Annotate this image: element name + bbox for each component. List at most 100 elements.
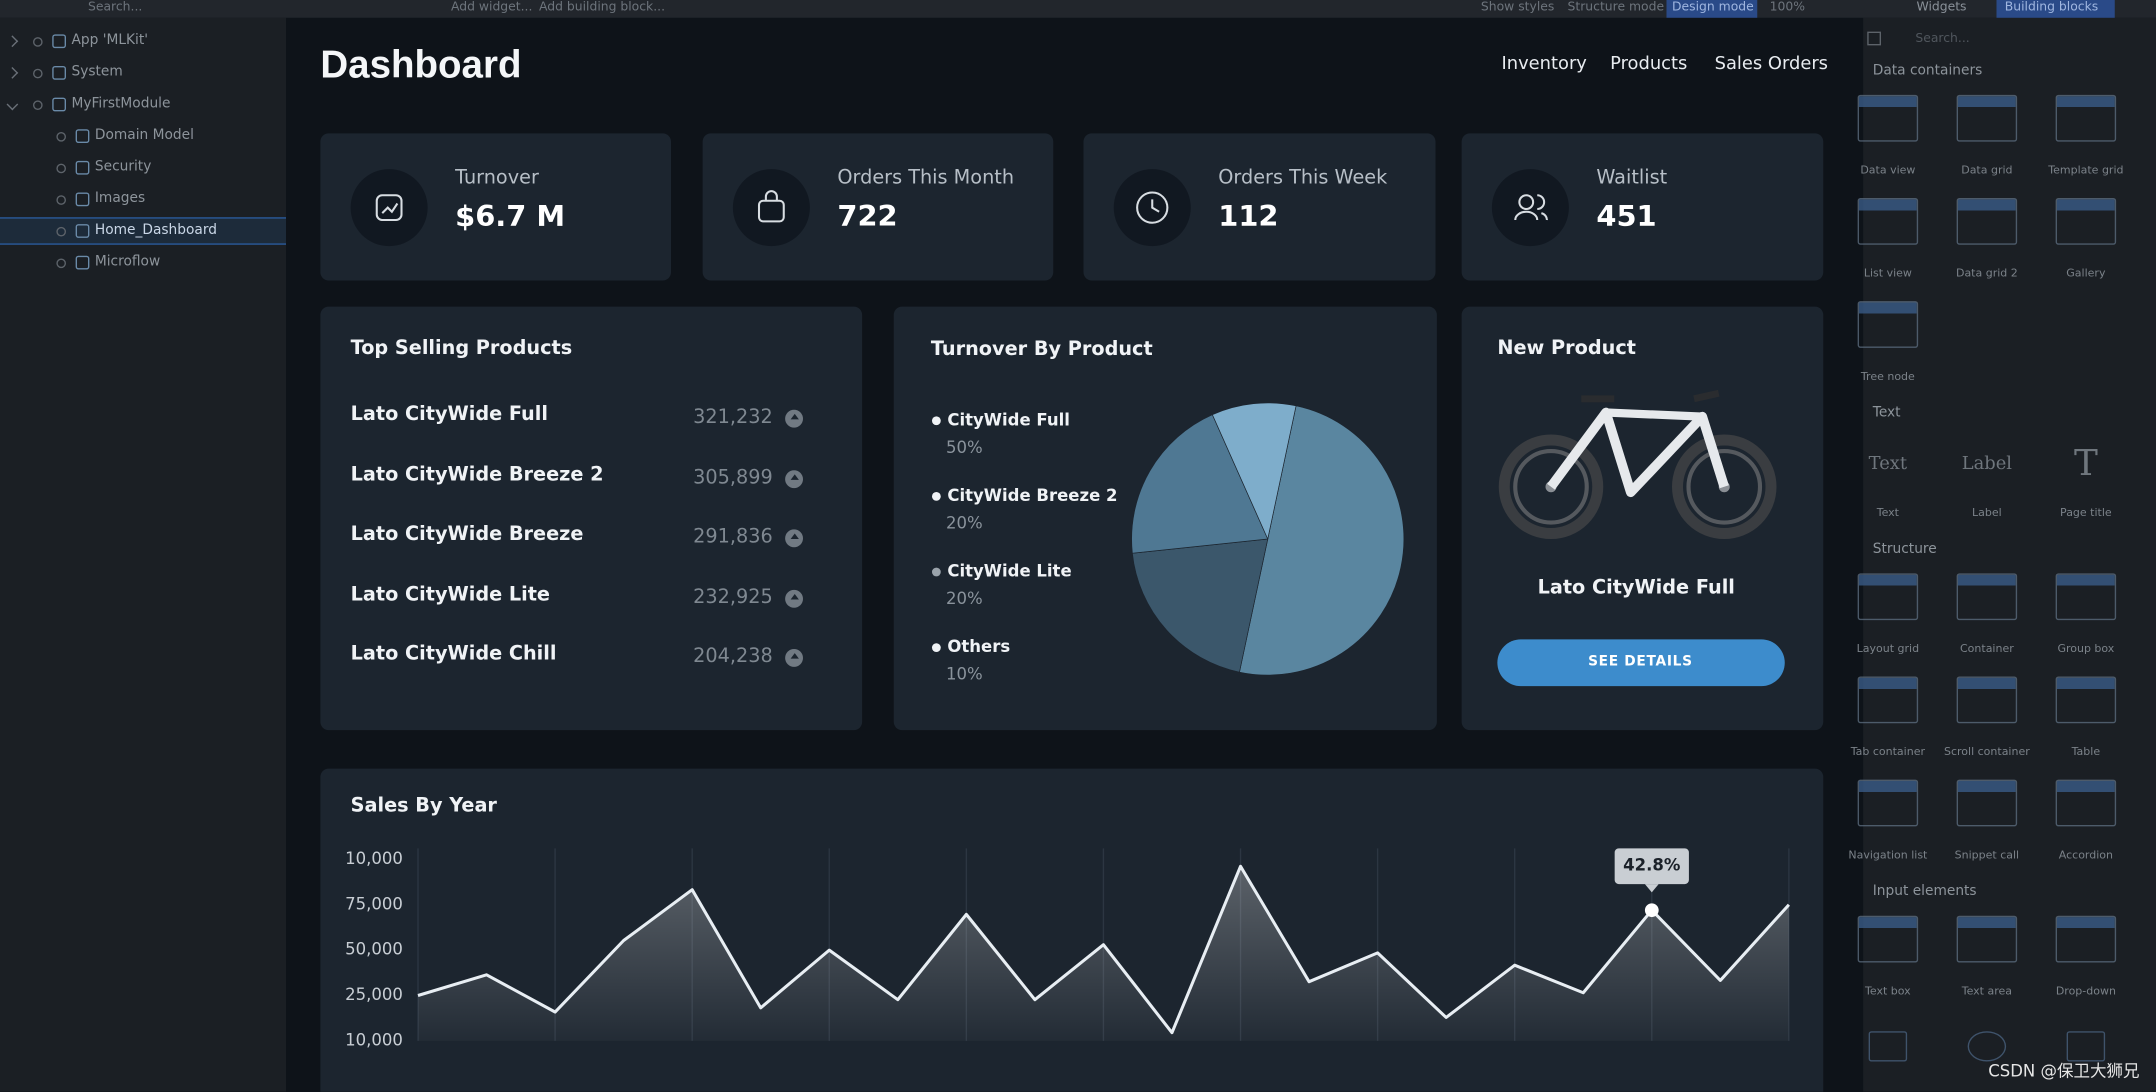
widget-icon[interactable]	[1857, 573, 1919, 621]
nav-link[interactable]: Inventory	[1501, 53, 1587, 75]
add-building-block[interactable]: Add building block...	[539, 0, 666, 15]
trend-arrow	[789, 413, 799, 420]
product-name[interactable]: Lato CityWide Breeze 2	[350, 463, 604, 486]
widget-icon[interactable]	[1956, 198, 2018, 245]
tree-dot	[33, 37, 43, 47]
product-name[interactable]: Lato CityWide Chill	[350, 642, 557, 665]
widget-icon[interactable]	[1956, 915, 2018, 963]
widget-label[interactable]: Drop-down	[2055, 984, 2116, 998]
widget-icon[interactable]	[1956, 94, 2018, 142]
widget-icon[interactable]	[1857, 779, 1919, 827]
kpi-icon	[757, 190, 785, 223]
widget-label[interactable]: Gallery	[2066, 267, 2106, 280]
widget-label[interactable]: Template grid	[2048, 163, 2124, 177]
tree-icon	[75, 224, 90, 238]
widget-label[interactable]: Page title	[2060, 506, 2112, 519]
see-details-button[interactable]	[1497, 639, 1785, 687]
widget-label[interactable]: Accordion	[2058, 848, 2113, 862]
product-name[interactable]: Lato CityWide Full	[350, 403, 548, 426]
widget-icon[interactable]	[2055, 676, 2117, 724]
widget-glyph[interactable]: T	[2073, 443, 2098, 485]
product-sales: 204,238	[693, 645, 773, 668]
kpi-label: Waitlist	[1596, 167, 1668, 190]
widget-icon[interactable]	[1857, 915, 1919, 963]
widget-label[interactable]: Text box	[1865, 984, 1911, 998]
widget-icon[interactable]	[1857, 301, 1919, 348]
structure-mode[interactable]: Structure mode	[1567, 0, 1665, 15]
widget-glyph[interactable]: Label	[1961, 454, 2013, 475]
tree-item[interactable]: Microflow	[94, 254, 161, 270]
widget-icon[interactable]	[1956, 676, 2018, 724]
selected-row	[0, 217, 286, 245]
widget-label[interactable]: Snippet call	[1954, 848, 2020, 862]
widget-label[interactable]: Container	[1959, 642, 2014, 655]
widget-glyph[interactable]: Text	[1868, 454, 1908, 475]
widget-label[interactable]: Data grid	[1961, 163, 2013, 177]
product-name[interactable]: Lato CityWide Breeze	[350, 523, 584, 546]
tree-dot	[56, 258, 66, 269]
design-mode[interactable]: Design mode	[1672, 0, 1754, 15]
kpi-label: Orders This Month	[837, 167, 1015, 190]
widget-icon[interactable]	[2066, 1031, 2106, 1062]
widget-label[interactable]: Tree node	[1860, 370, 1915, 383]
group-title: Data containers	[1872, 63, 1983, 79]
kpi-value: 112	[1218, 199, 1279, 233]
widget-icon[interactable]	[2055, 198, 2117, 245]
tree-item[interactable]: Images	[94, 191, 146, 207]
widget-icon[interactable]	[1857, 94, 1919, 142]
show-styles[interactable]: Show styles	[1480, 0, 1555, 15]
pie-card	[893, 306, 1437, 731]
icon-shape	[1514, 194, 1548, 221]
widget-icon[interactable]	[1956, 573, 2018, 621]
nav-link[interactable]: Products	[1610, 53, 1688, 75]
widget-label[interactable]: Scroll container	[1943, 745, 2030, 758]
product-name[interactable]: Lato CityWide Lite	[350, 583, 550, 606]
product-sales: 305,899	[693, 466, 773, 489]
widget-icon[interactable]	[2055, 573, 2117, 621]
watermark: CSDN @保卫大狮兄	[1988, 1061, 2140, 1081]
tab-active-bg	[1996, 0, 2115, 18]
widget-icon[interactable]	[2055, 94, 2117, 142]
widget-icon[interactable]	[1857, 676, 1919, 724]
tree-item[interactable]: Home_Dashboard	[94, 222, 217, 238]
widget-label[interactable]: Navigation list	[1848, 848, 1928, 862]
widget-label[interactable]: Layout grid	[1856, 642, 1920, 655]
widget-icon[interactable]	[1967, 1031, 2007, 1062]
panel-tab[interactable]: Widgets	[1916, 0, 1967, 15]
widget-label[interactable]: List view	[1863, 267, 1912, 280]
trend-arrow	[789, 533, 799, 539]
widget-label[interactable]: Data grid 2	[1955, 267, 2018, 280]
tree-icon	[75, 160, 90, 175]
widget-label[interactable]: Group box	[2057, 642, 2115, 655]
widget-label[interactable]: Data view	[1860, 163, 1916, 177]
widget-icon[interactable]	[1868, 1031, 1908, 1062]
add-widget[interactable]: Add widget...	[451, 0, 533, 15]
tree-item[interactable]: System	[71, 64, 123, 80]
zoom[interactable]: 100%	[1769, 0, 1806, 15]
nav-link[interactable]: Sales Orders	[1714, 53, 1828, 75]
widget-label[interactable]: Label	[1972, 506, 2002, 519]
icon-shape	[764, 190, 778, 201]
tree-item[interactable]: App 'MLKit'	[71, 33, 149, 49]
kpi-value: 451	[1596, 199, 1657, 233]
tree-item[interactable]: Domain Model	[94, 127, 194, 143]
widget-label[interactable]: Table	[2071, 745, 2101, 758]
tree-item[interactable]: MyFirstModule	[71, 96, 171, 112]
kpi-icon	[1514, 194, 1548, 221]
tree-item[interactable]: Security	[94, 159, 152, 175]
widget-icon[interactable]	[1857, 198, 1919, 245]
tree-icon	[75, 192, 90, 207]
widget-icon[interactable]	[2055, 779, 2117, 827]
widget-label[interactable]: Text area	[1961, 984, 2013, 998]
panel-tab[interactable]: Building blocks	[2004, 0, 2099, 15]
tree-icon	[52, 97, 66, 112]
kpi-icon	[375, 194, 403, 222]
widget-icon[interactable]	[1956, 779, 2018, 827]
button-label[interactable]: SEE DETAILS	[1588, 654, 1693, 670]
product-title: Lato CityWide Full	[1537, 576, 1735, 599]
icon-shape	[1136, 191, 1169, 224]
widget-label[interactable]: Text	[1876, 506, 1900, 519]
widget-label[interactable]: Tab container	[1850, 745, 1925, 758]
widget-icon[interactable]	[2055, 915, 2117, 963]
